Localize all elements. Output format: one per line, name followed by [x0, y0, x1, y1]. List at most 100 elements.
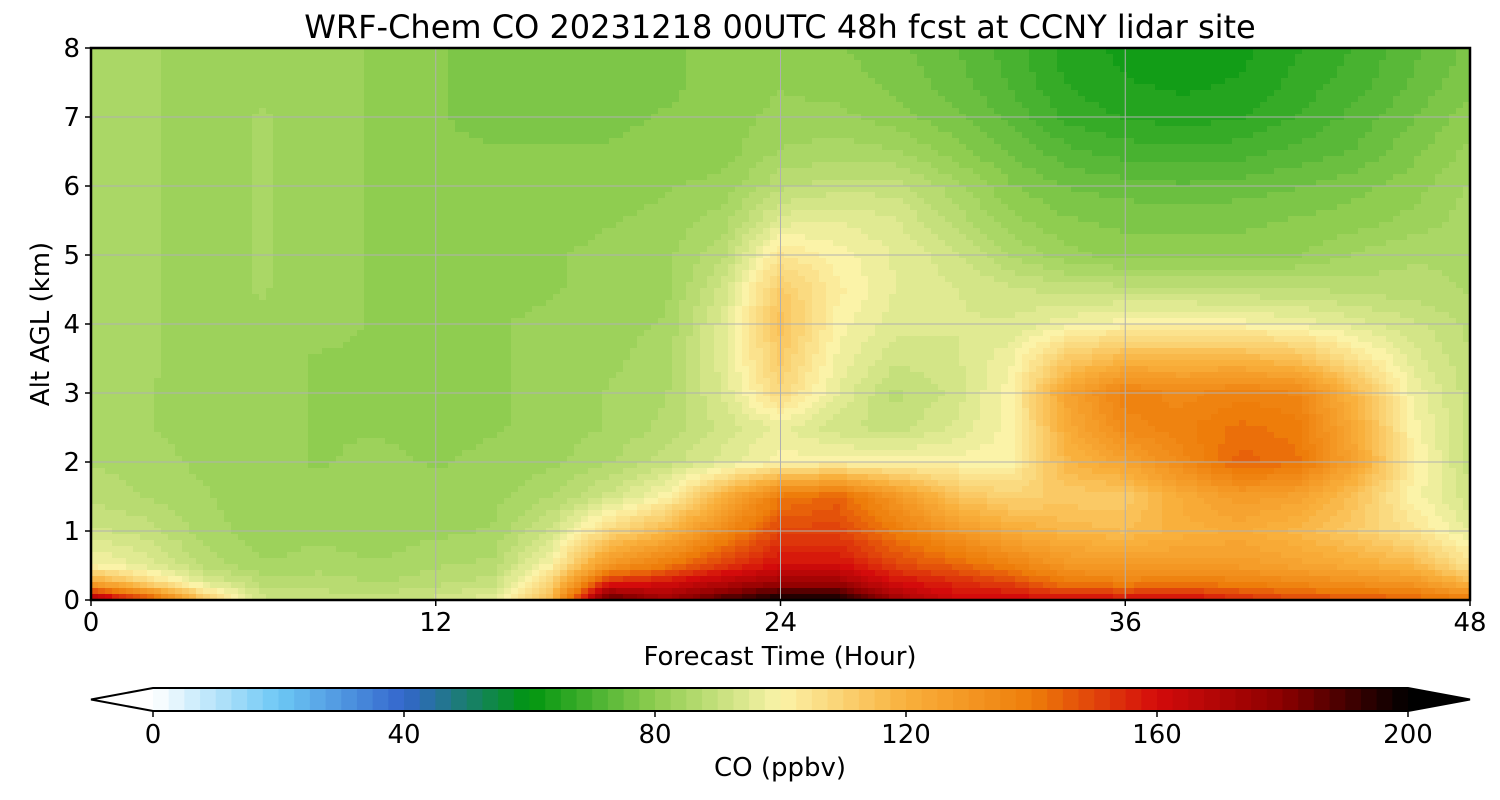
heatmap-cell: [406, 48, 414, 55]
heatmap-cell: [791, 120, 799, 127]
heatmap-cell: [735, 192, 743, 199]
heatmap-cell: [175, 120, 183, 127]
heatmap-cell: [1113, 90, 1121, 97]
heatmap-cell: [1225, 108, 1233, 115]
heatmap-cell: [168, 120, 176, 127]
heatmap-cell: [427, 144, 435, 151]
heatmap-cell: [1246, 72, 1254, 79]
heatmap-cell: [1204, 72, 1212, 79]
heatmap-cell: [1393, 108, 1401, 115]
heatmap-cell: [427, 186, 435, 193]
heatmap-cell: [238, 90, 246, 97]
heatmap-cell: [686, 66, 694, 73]
heatmap-cell: [931, 60, 939, 67]
heatmap-cell: [1246, 126, 1254, 133]
heatmap-cell: [805, 60, 813, 67]
heatmap-cell: [98, 186, 106, 193]
heatmap-cell: [119, 150, 127, 157]
heatmap-cell: [210, 54, 218, 61]
heatmap-cell: [1036, 192, 1044, 199]
heatmap-cell: [987, 144, 995, 151]
heatmap-cell: [217, 138, 225, 145]
heatmap-cell: [798, 132, 806, 139]
heatmap-cell: [1197, 54, 1205, 61]
heatmap-cell: [637, 144, 645, 151]
heatmap-cell: [1001, 108, 1009, 115]
heatmap-cell: [1463, 138, 1470, 145]
heatmap-cell: [1071, 66, 1079, 73]
heatmap-cell: [196, 192, 204, 199]
heatmap-cell: [854, 186, 862, 193]
heatmap-cell: [364, 174, 372, 181]
heatmap-cell: [252, 132, 260, 139]
heatmap-cell: [308, 48, 316, 55]
heatmap-cell: [1008, 144, 1016, 151]
heatmap-cell: [959, 162, 967, 169]
heatmap-cell: [1365, 78, 1373, 85]
heatmap-cell: [280, 192, 288, 199]
heatmap-cell: [525, 54, 533, 61]
heatmap-cell: [1428, 150, 1436, 157]
heatmap-cell: [756, 162, 764, 169]
heatmap-cell: [819, 48, 827, 55]
heatmap-cell: [406, 60, 414, 67]
heatmap-cell: [315, 126, 323, 133]
heatmap-cell: [595, 150, 603, 157]
heatmap-cell: [1071, 180, 1079, 187]
heatmap-cell: [1288, 96, 1296, 103]
heatmap-cell: [609, 96, 617, 103]
heatmap-cell: [539, 192, 547, 199]
heatmap-cell: [511, 60, 519, 67]
heatmap-cell: [1386, 78, 1394, 85]
heatmap-cell: [140, 132, 148, 139]
heatmap-cell: [1232, 162, 1240, 169]
heatmap-cell: [910, 192, 918, 199]
heatmap-cell: [1463, 168, 1470, 175]
heatmap-cell: [1043, 186, 1051, 193]
heatmap-cell: [1239, 162, 1247, 169]
heatmap-cell: [504, 48, 512, 55]
heatmap-cell: [1134, 180, 1142, 187]
heatmap-cell: [1190, 192, 1198, 199]
heatmap-cell: [1106, 60, 1114, 67]
heatmap-cell: [917, 96, 925, 103]
heatmap-cell: [868, 156, 876, 163]
heatmap-cell: [385, 144, 393, 151]
heatmap-cell: [1015, 72, 1023, 79]
heatmap-cell: [1148, 156, 1156, 163]
heatmap-cell: [1246, 186, 1254, 193]
heatmap-cell: [952, 72, 960, 79]
heatmap-cell: [959, 120, 967, 127]
heatmap-cell: [1141, 156, 1149, 163]
heatmap-cell: [588, 126, 596, 133]
heatmap-cell: [1463, 150, 1470, 157]
heatmap-cell: [399, 78, 407, 85]
heatmap-cell: [1043, 60, 1051, 67]
heatmap-cell: [861, 150, 869, 157]
heatmap-cell: [679, 126, 687, 133]
heatmap-cell: [1330, 144, 1338, 151]
heatmap-cell: [539, 60, 547, 67]
heatmap-cell: [1344, 60, 1352, 67]
heatmap-cell: [434, 180, 442, 187]
heatmap-cell: [714, 186, 722, 193]
heatmap-cell: [1141, 174, 1149, 181]
heatmap-cell: [308, 66, 316, 73]
heatmap-cell: [294, 126, 302, 133]
heatmap-cell: [987, 150, 995, 157]
heatmap-cell: [434, 90, 442, 97]
heatmap-cell: [161, 102, 169, 109]
heatmap-cell: [553, 102, 561, 109]
heatmap-cell: [763, 156, 771, 163]
heatmap-cell: [1120, 150, 1128, 157]
heatmap-cell: [308, 150, 316, 157]
heatmap-cell: [1449, 132, 1457, 139]
heatmap-cell: [1337, 66, 1345, 73]
heatmap-cell: [1449, 162, 1457, 169]
heatmap-cell: [637, 96, 645, 103]
heatmap-cell: [343, 168, 351, 175]
heatmap-cell: [609, 174, 617, 181]
heatmap-cell: [224, 180, 232, 187]
heatmap-cell: [609, 90, 617, 97]
heatmap-cell: [819, 90, 827, 97]
